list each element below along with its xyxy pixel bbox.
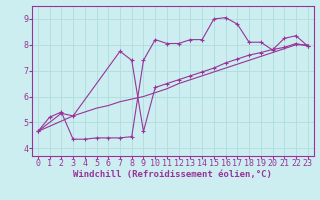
X-axis label: Windchill (Refroidissement éolien,°C): Windchill (Refroidissement éolien,°C): [73, 170, 272, 179]
